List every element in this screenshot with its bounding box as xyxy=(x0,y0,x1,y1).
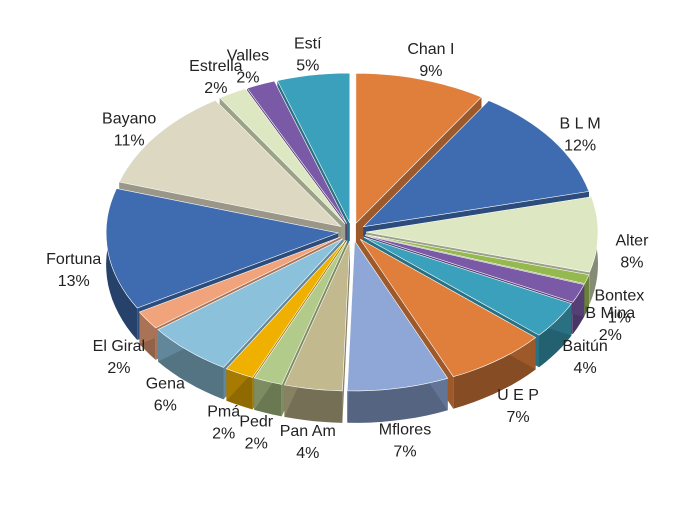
slice-value-label: 5% xyxy=(296,58,319,75)
slice-value-label: 2% xyxy=(236,69,259,86)
slice-label: Valles xyxy=(227,47,269,64)
slice xyxy=(253,240,348,385)
slice xyxy=(225,239,346,378)
slice xyxy=(364,235,585,303)
slice-label: Bontex xyxy=(594,287,644,304)
slice-value-label: 2% xyxy=(107,360,130,377)
slice-value-label: 7% xyxy=(393,444,416,461)
slice-label: Baitún xyxy=(562,338,607,355)
slice-value-label: 9% xyxy=(419,63,442,80)
slice-label: Estrella xyxy=(189,58,242,75)
slice-label: B Mina xyxy=(585,305,635,322)
slice-value-label: 6% xyxy=(154,397,177,414)
slice xyxy=(363,236,573,336)
slice-label: Mflores xyxy=(379,422,431,439)
slice-label: Pedr xyxy=(239,413,273,430)
slice xyxy=(157,238,343,368)
slice-label: Pmá xyxy=(207,403,240,420)
slice-value-label: 4% xyxy=(574,360,597,377)
slice xyxy=(365,196,599,273)
slice-value-label: 2% xyxy=(212,425,235,442)
slice-label: Alter xyxy=(616,232,650,249)
slice-label: Bayano xyxy=(102,111,156,128)
slice-wall xyxy=(342,240,350,423)
slice-label: Estí xyxy=(294,36,322,53)
slice-label: Gena xyxy=(146,375,185,392)
slice xyxy=(276,72,351,224)
slice xyxy=(105,188,340,309)
slice xyxy=(118,99,342,227)
slice-value-label: 13% xyxy=(58,273,90,290)
slice xyxy=(355,72,482,225)
slice-label: Chan I xyxy=(407,41,454,58)
slice-value-label: 2% xyxy=(245,435,268,452)
slice xyxy=(219,88,346,225)
slice-side xyxy=(347,378,448,423)
slice xyxy=(360,239,537,378)
slice-value-label: 1% xyxy=(608,309,631,326)
slice-value-label: 2% xyxy=(204,80,227,97)
slice xyxy=(365,234,590,285)
slice xyxy=(283,240,351,392)
slice-value-label: 11% xyxy=(114,133,145,150)
slice xyxy=(346,239,449,392)
slice-value-label: 7% xyxy=(506,409,529,426)
slice-side xyxy=(284,384,343,423)
slice-label: Fortuna xyxy=(46,251,101,268)
slice-label: B L M xyxy=(559,116,600,133)
slice-label: Pan Am xyxy=(280,423,336,440)
slice-value-label: 2% xyxy=(599,327,622,344)
slice-value-label: 8% xyxy=(620,254,643,271)
slice-value-label: 4% xyxy=(296,445,319,462)
slice xyxy=(362,100,590,228)
slice-label: El Giral xyxy=(93,338,145,355)
slice-value-label: 12% xyxy=(564,138,596,155)
slice-label: U E P xyxy=(497,387,539,404)
slice xyxy=(138,236,341,329)
slice xyxy=(246,80,348,224)
